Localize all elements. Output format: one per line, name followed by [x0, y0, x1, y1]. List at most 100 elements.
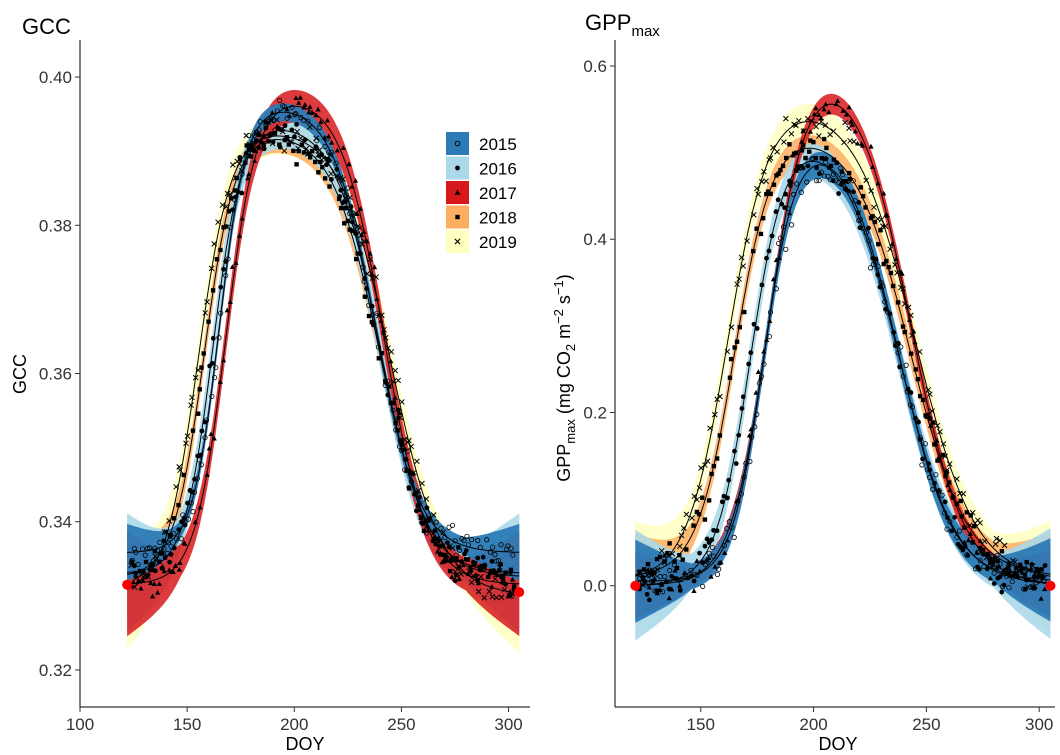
gcc-point-2018 [307, 155, 313, 160]
gppmax-point-2018 [958, 498, 963, 504]
gcc-point-2019 [188, 402, 194, 408]
gcc-point-2017 [439, 559, 445, 565]
gppmax-point-2018 [734, 339, 740, 344]
gcc-point-2019 [315, 151, 322, 158]
gppmax-point-2017 [826, 109, 832, 114]
gcc-point-2019 [243, 132, 250, 139]
gcc-point-2015 [305, 118, 311, 124]
gcc-y-axis-title: GCC [10, 354, 30, 394]
gcc-panel-title: GCC [22, 14, 71, 39]
gcc-point-2015 [276, 97, 283, 103]
gcc-point-2016 [202, 419, 208, 425]
gcc-point-2019 [410, 469, 417, 476]
gppmax-point-2017 [868, 143, 874, 149]
gcc-point-2018 [489, 568, 494, 574]
gcc-point-2019 [307, 124, 313, 130]
gcc-point-2018 [286, 142, 292, 147]
gppmax-point-2018 [645, 561, 651, 567]
gcc-point-2017 [208, 431, 214, 437]
gppmax-point-2019 [1033, 573, 1039, 580]
gppmax-point-2016 [976, 566, 982, 572]
gppmax-y-tick-label: 0.0 [583, 577, 607, 596]
gppmax-panel: 150 200 250 300 0.0 0.2 0.4 0.6 GPPmax DOY GPPm… [551, 10, 1056, 754]
gcc-point-2018 [161, 538, 167, 544]
gppmax-point-2015 [783, 246, 789, 252]
gppmax-point-2016 [704, 536, 710, 542]
gppmax-point-2017 [651, 575, 658, 581]
gcc-point-2017 [159, 563, 166, 569]
gppmax-point-2018 [700, 495, 705, 500]
gppmax-point-2018 [846, 170, 852, 176]
gppmax-point-2019 [986, 555, 993, 561]
gppmax-point-2018 [863, 205, 868, 210]
gppmax-point-2017 [691, 588, 697, 593]
gcc-point-2016 [319, 152, 325, 157]
gppmax-point-2018 [640, 576, 646, 582]
gppmax-point-2018 [702, 517, 708, 522]
gcc-point-2015 [322, 143, 328, 150]
gppmax-point-2017 [708, 573, 714, 579]
gppmax-point-2015 [688, 567, 694, 574]
gcc-point-2018 [431, 536, 437, 542]
gcc-point-2019 [128, 562, 135, 569]
gppmax-point-2015 [922, 441, 928, 447]
gppmax-point-2018 [727, 375, 733, 380]
gppmax-point-2018 [803, 155, 808, 161]
gcc-point-2019 [493, 594, 500, 601]
gppmax-point-2019 [1029, 562, 1036, 569]
gppmax-point-2018 [784, 155, 789, 161]
gcc-point-2019 [475, 588, 482, 595]
gppmax-point-2017 [657, 587, 663, 592]
gppmax-point-2017 [816, 112, 822, 117]
gcc-point-2019 [254, 130, 260, 137]
gcc-y-tick-label: 0.40 [39, 68, 72, 87]
gcc-point-2018 [398, 438, 403, 443]
gcc-point-2017 [456, 576, 462, 582]
gcc-point-2019 [184, 433, 191, 440]
gcc-point-2018 [383, 379, 388, 384]
gcc-point-2018 [342, 221, 347, 226]
legend: 2015 2016 2017 2018 2019 [446, 132, 517, 253]
gppmax-point-2018 [959, 514, 964, 519]
gppmax-point-2016 [647, 597, 652, 603]
gcc-endpoint-end [514, 587, 525, 598]
gppmax-title-sub: max [631, 23, 660, 40]
gcc-point-2019 [415, 487, 422, 494]
gppmax-point-2016 [644, 591, 650, 597]
gppmax-ticks: 150 200 250 300 0.0 0.2 0.4 0.6 [583, 57, 1053, 734]
gppmax-point-2016 [800, 165, 806, 171]
gcc-point-2019 [481, 594, 488, 601]
gcc-point-2016 [210, 335, 216, 341]
gcc-point-2018 [261, 142, 266, 148]
gppmax-point-2017 [681, 570, 688, 575]
gppmax-point-2019 [689, 515, 695, 521]
gcc-point-2018 [479, 563, 485, 569]
gcc-point-2015 [508, 545, 514, 551]
gcc-point-2019 [414, 458, 420, 465]
gppmax-point-2018 [858, 185, 863, 190]
gppmax-point-2018 [684, 547, 689, 552]
gppmax-point-2018 [811, 139, 816, 145]
gppmax-point-2018 [839, 169, 844, 174]
gcc-point-2019 [281, 148, 288, 154]
gppmax-point-2019 [661, 559, 668, 566]
gcc-point-2018 [248, 154, 254, 159]
gcc-point-2018 [232, 188, 238, 193]
gcc-point-2017 [354, 211, 360, 217]
gcc-point-2015 [489, 544, 496, 550]
gppmax-point-2018 [760, 216, 766, 221]
gcc-point-2019 [423, 496, 430, 502]
gppmax-point-2016 [866, 225, 871, 231]
gcc-point-2018 [327, 184, 332, 189]
gppmax-title-main: GPP [585, 10, 631, 35]
gppmax-point-2019 [977, 520, 983, 526]
gppmax-point-2019 [993, 535, 1000, 542]
gcc-point-2015 [212, 374, 218, 381]
gcc-point-2017 [329, 139, 335, 145]
gppmax-point-2017 [889, 241, 895, 247]
gcc-point-2018 [149, 561, 155, 567]
legend-marker-2017 [454, 189, 461, 195]
gppmax-point-2017 [821, 106, 827, 112]
gppmax-point-2016 [823, 156, 829, 162]
gppmax-point-2019 [804, 115, 811, 122]
